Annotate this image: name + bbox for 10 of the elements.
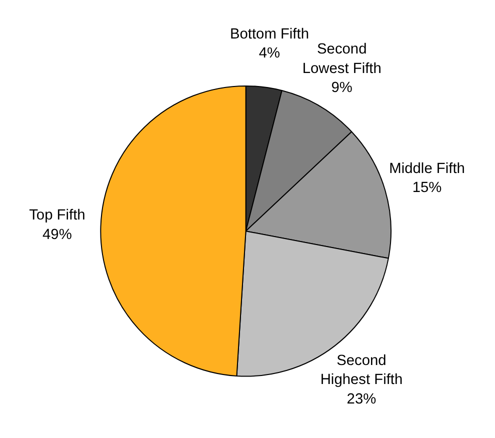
data-label: 23% [346, 391, 376, 408]
slice-label: Top Fifth [29, 208, 86, 224]
slice-label: Bottom Fifth [230, 26, 309, 42]
slice-label: Second Highest Fifth [320, 352, 403, 388]
slice-label: Middle Fifth [389, 160, 465, 177]
data-label: 49% [42, 226, 72, 243]
data-label: 4% [258, 46, 280, 62]
data-label: 9% [331, 80, 352, 96]
slice-label: Second Lowest Fifth [302, 42, 382, 77]
data-label: 15% [412, 180, 442, 196]
